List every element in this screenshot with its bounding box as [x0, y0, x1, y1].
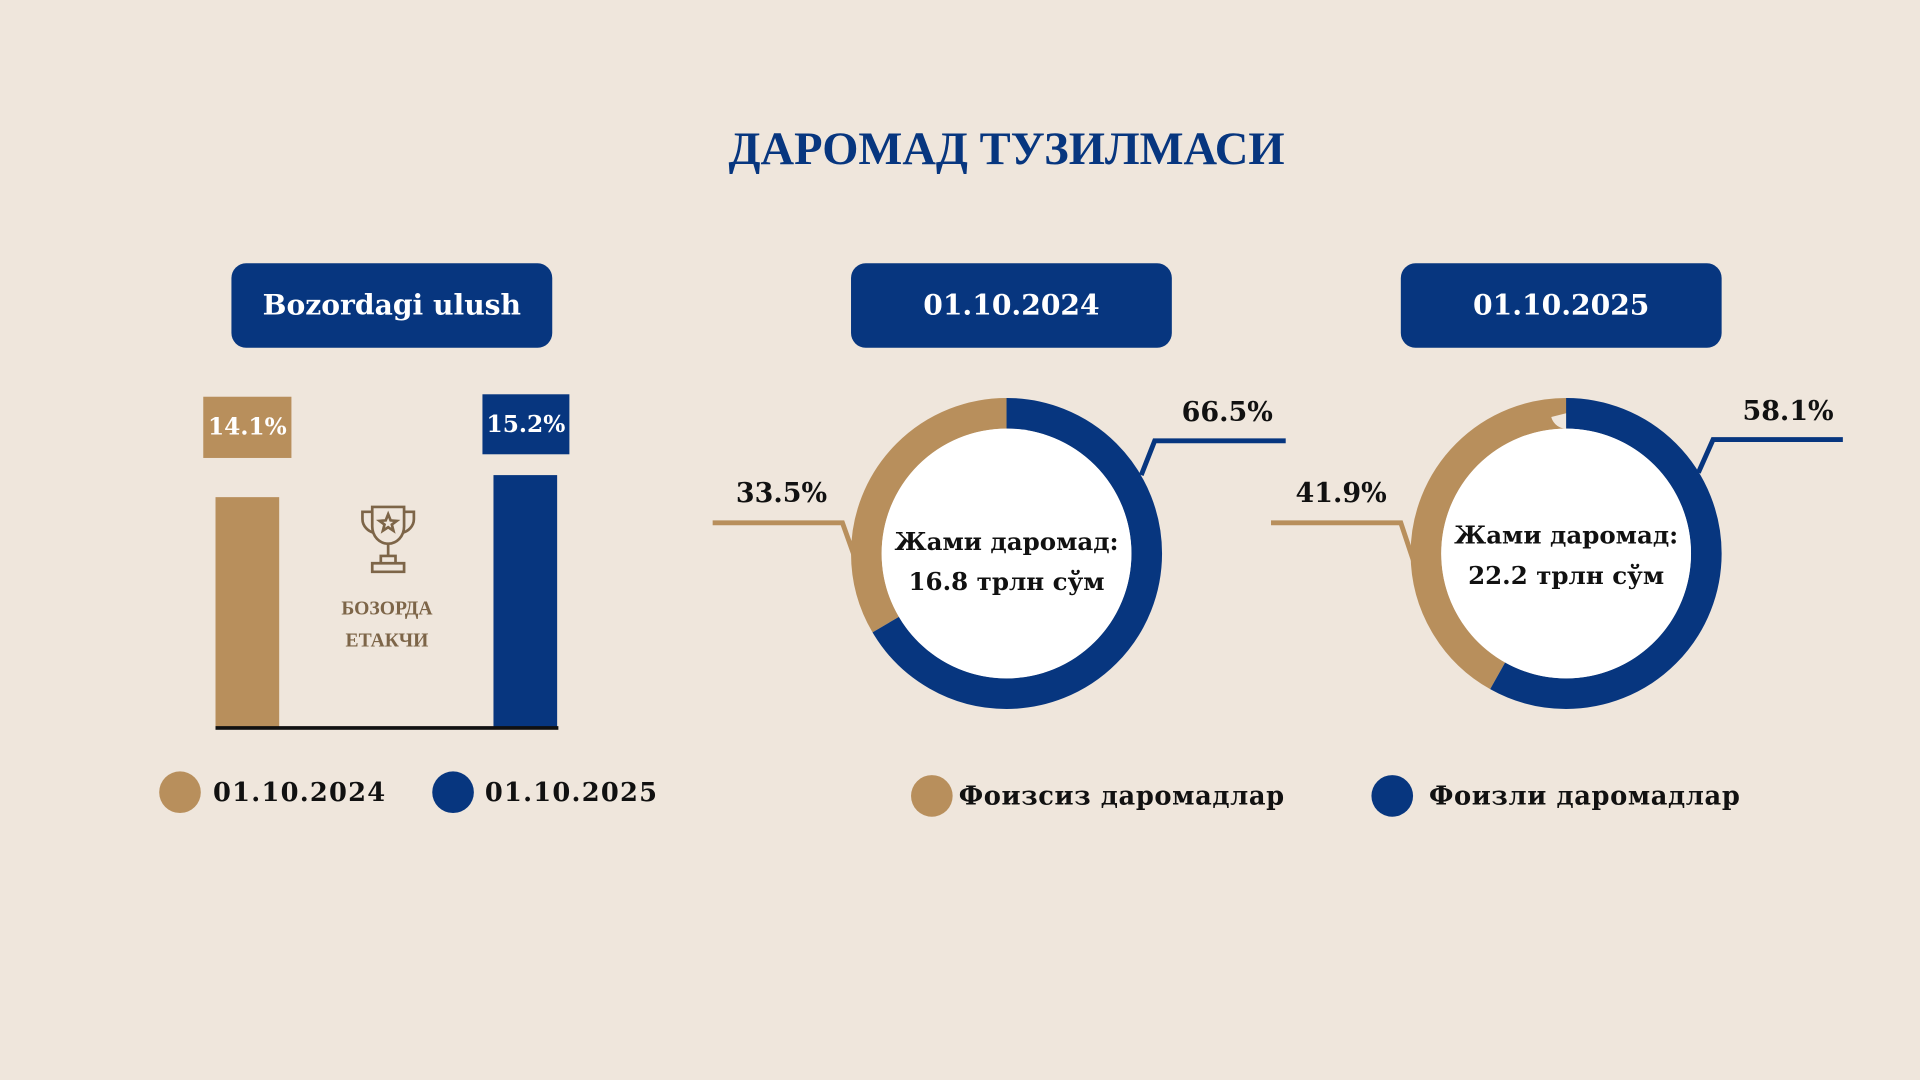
- donut-2024-header: 01.10.2024: [851, 263, 1172, 348]
- donut-2025-center: Жами даромад: 22.2 трлн сўм: [1431, 516, 1700, 597]
- donut-2024-center: Жами даромад: 16.8 трлн сўм: [872, 522, 1141, 603]
- trophy-icon: [361, 505, 416, 574]
- pct-label-blue-2024: 66.5%: [1181, 396, 1273, 429]
- bar-2024: [215, 497, 280, 728]
- pct-label-blue-2025: 58.1%: [1742, 395, 1834, 428]
- donut-slice: [851, 397, 1163, 709]
- leader-line-blue-2024: [1138, 438, 1286, 476]
- bar-chart-header: Bozordagi ulush: [231, 263, 553, 348]
- center-value: 22.2 трлн сўм: [1468, 560, 1665, 591]
- donut-hole: [881, 428, 1132, 679]
- leader-annotation: БОЗОРДА ЕТАКЧИ: [313, 594, 460, 658]
- center-title: Жами даромад:: [1454, 520, 1679, 550]
- bar-label-2024: 14.1%: [203, 396, 292, 458]
- annotation-line-2: ЕТАКЧИ: [345, 630, 429, 652]
- leader-line-blue-2025: [1696, 437, 1843, 474]
- donut-slice: [1410, 397, 1722, 709]
- legend-label-non-interest: Фоизсиз даромадлар: [958, 780, 1285, 811]
- bar-label-2025: 15.2%: [482, 394, 570, 455]
- pct-label-tan-2025: 41.9%: [1295, 477, 1387, 510]
- donut-hole: [1441, 428, 1692, 679]
- legend-dot-2024: [159, 771, 201, 814]
- bar-2025: [493, 475, 558, 728]
- annotation-line-1: БОЗОРДА: [341, 598, 433, 620]
- legend-label-2025: 01.10.2025: [484, 776, 659, 807]
- legend-dot-2025: [432, 771, 474, 814]
- donut-2025-header: 01.10.2025: [1400, 263, 1722, 348]
- page-title: ДАРОМАД ТУЗИЛМАСИ: [728, 123, 1285, 176]
- center-value: 16.8 трлн сўм: [908, 566, 1105, 597]
- pct-label-tan-2024: 33.5%: [735, 477, 828, 510]
- legend-label-interest: Фоизли даромадлар: [1428, 780, 1741, 811]
- bar-baseline: [215, 726, 559, 730]
- legend-dot-non-interest: [911, 775, 953, 817]
- legend-label-2024: 01.10.2024: [213, 776, 387, 807]
- center-title: Жами даромад:: [894, 526, 1119, 556]
- leader-line-tan-2024: [712, 520, 858, 558]
- legend-dot-interest: [1371, 775, 1414, 817]
- leader-line-tan-2025: [1271, 520, 1417, 565]
